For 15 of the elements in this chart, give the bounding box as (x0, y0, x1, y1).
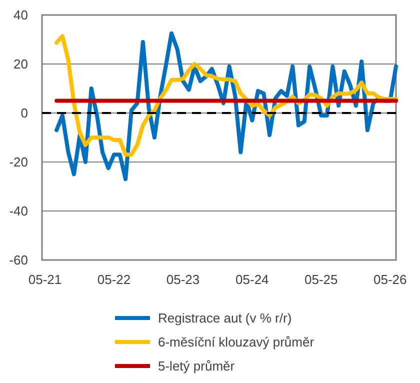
legend-label: 5-letý průměr (158, 358, 236, 374)
x-tick-label: 05-22 (97, 272, 131, 287)
x-tick-label: 05-25 (304, 272, 338, 287)
x-tick-label: 05-24 (236, 272, 269, 287)
legend-label: 6-měsíční klouzavý průměr (158, 334, 315, 350)
legend-label: Registrace aut (v % r/r) (158, 310, 292, 326)
y-tick-label: 40 (14, 8, 28, 23)
x-tick-label: 05-21 (28, 272, 62, 287)
x-tick-label: 05-26 (374, 272, 407, 287)
y-tick-label: -20 (9, 154, 28, 170)
x-tick-label: 05-23 (166, 272, 200, 287)
y-tick-label: 20 (14, 56, 28, 72)
y-tick-label: -60 (9, 252, 28, 268)
y-tick-label: -40 (9, 204, 28, 219)
y-tick-label: 0 (20, 106, 28, 121)
